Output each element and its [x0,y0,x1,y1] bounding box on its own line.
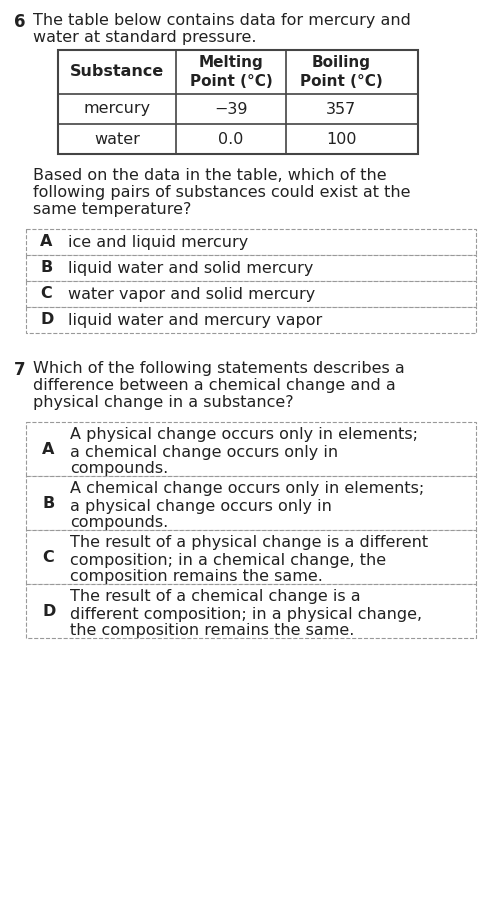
Text: 100: 100 [326,132,356,146]
Text: Which of the following statements describes a: Which of the following statements descri… [33,361,405,376]
Text: difference between a chemical change and a: difference between a chemical change and… [33,378,396,393]
Text: Substance: Substance [70,65,164,79]
Bar [26,584,476,638]
Text: composition remains the same.: composition remains the same. [70,569,323,584]
Text: compounds.: compounds. [70,462,168,476]
Text: B: B [40,261,52,275]
Text: composition; in a chemical change, the: composition; in a chemical change, the [70,553,386,567]
Text: Based on the data in the table, which of the: Based on the data in the table, which of… [33,168,387,183]
Text: Melting
Point (°C): Melting Point (°C) [190,55,272,89]
Bar [26,255,476,281]
Text: water vapor and solid mercury: water vapor and solid mercury [68,287,315,301]
Text: a physical change occurs only in: a physical change occurs only in [70,499,332,513]
Text: liquid water and solid mercury: liquid water and solid mercury [68,261,314,275]
Bar [58,50,418,154]
Text: A chemical change occurs only in elements;: A chemical change occurs only in element… [70,482,424,496]
Bar [26,530,476,584]
Text: water at standard pressure.: water at standard pressure. [33,30,256,45]
Text: −39: −39 [214,102,248,116]
Text: B: B [42,495,54,511]
Bar [26,307,476,333]
Text: the composition remains the same.: the composition remains the same. [70,623,354,639]
Text: different composition; in a physical change,: different composition; in a physical cha… [70,606,422,621]
Text: The result of a physical change is a different: The result of a physical change is a dif… [70,536,428,550]
Text: Boiling
Point (°C): Boiling Point (°C) [299,55,382,89]
Bar [26,281,476,307]
Text: 357: 357 [326,102,356,116]
Bar [26,476,476,530]
Text: mercury: mercury [83,102,150,116]
Text: 6: 6 [14,13,25,31]
Text: same temperature?: same temperature? [33,202,192,217]
Text: following pairs of substances could exist at the: following pairs of substances could exis… [33,185,411,200]
Text: physical change in a substance?: physical change in a substance? [33,395,294,410]
Text: 0.0: 0.0 [219,132,244,146]
Text: ice and liquid mercury: ice and liquid mercury [68,235,248,250]
Text: a chemical change occurs only in: a chemical change occurs only in [70,445,338,459]
Text: liquid water and mercury vapor: liquid water and mercury vapor [68,312,322,327]
Text: A physical change occurs only in elements;: A physical change occurs only in element… [70,428,418,443]
Text: The table below contains data for mercury and: The table below contains data for mercur… [33,13,411,28]
Bar [26,422,476,476]
Text: C: C [40,287,52,301]
Text: A: A [42,441,54,456]
Text: The result of a chemical change is a: The result of a chemical change is a [70,590,361,604]
Text: D: D [40,312,53,327]
Text: C: C [42,549,54,565]
Text: A: A [40,235,52,250]
Bar [26,229,476,255]
Text: 7: 7 [14,361,25,379]
Text: D: D [42,603,55,619]
Text: compounds.: compounds. [70,516,168,530]
Text: water: water [94,132,140,146]
